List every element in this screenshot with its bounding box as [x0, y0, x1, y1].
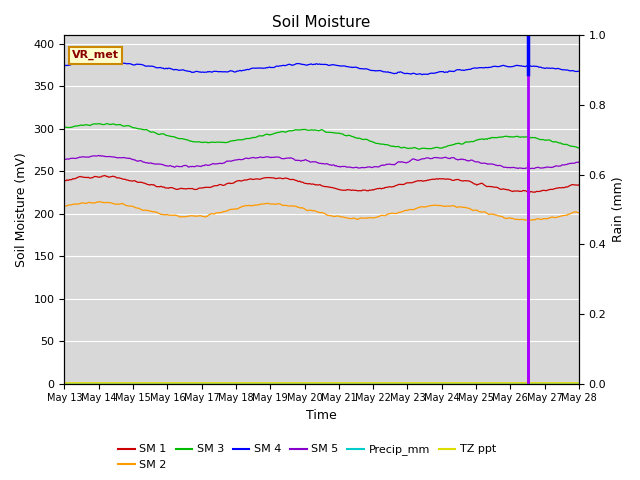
SM 1 — [575, 182, 583, 188]
Line: SM 1: SM 1 — [65, 176, 579, 192]
SM 2 — [405, 207, 413, 213]
SM 2 — [575, 210, 583, 216]
SM 1 — [530, 189, 538, 195]
TZ ppt — [448, 380, 456, 385]
SM 4 — [194, 69, 202, 74]
SM 3 — [575, 145, 583, 151]
Y-axis label: Rain (mm): Rain (mm) — [612, 177, 625, 242]
SM 5 — [194, 163, 202, 168]
TZ ppt — [575, 380, 583, 385]
SM 4 — [365, 67, 372, 72]
Precip_mm — [448, 381, 456, 386]
SM 2 — [96, 199, 104, 204]
Line: SM 4: SM 4 — [65, 62, 579, 74]
SM 3 — [194, 139, 202, 145]
SM 3 — [416, 146, 424, 152]
TZ ppt — [293, 380, 301, 385]
SM 1 — [405, 180, 413, 186]
SM 4 — [418, 72, 426, 77]
SM 4 — [92, 59, 100, 65]
SM 3 — [152, 131, 160, 136]
SM 3 — [405, 145, 413, 151]
SM 2 — [194, 213, 202, 219]
TZ ppt — [61, 380, 68, 385]
TZ ppt — [404, 380, 412, 385]
X-axis label: Time: Time — [307, 409, 337, 422]
SM 3 — [104, 121, 111, 127]
SM 4 — [450, 69, 458, 74]
Text: VR_met: VR_met — [72, 50, 119, 60]
SM 4 — [294, 60, 302, 66]
TZ ppt — [364, 380, 371, 385]
Y-axis label: Soil Moisture (mV): Soil Moisture (mV) — [15, 152, 28, 267]
SM 5 — [519, 166, 527, 171]
SM 5 — [95, 153, 102, 158]
SM 4 — [152, 65, 160, 71]
Legend: SM 1, SM 2, SM 3, SM 4, SM 5, Precip_mm, TZ ppt: SM 1, SM 2, SM 3, SM 4, SM 5, Precip_mm,… — [114, 440, 500, 474]
SM 3 — [61, 124, 68, 130]
SM 4 — [405, 71, 413, 76]
Precip_mm — [193, 381, 200, 386]
SM 1 — [61, 178, 68, 183]
Precip_mm — [152, 381, 159, 386]
SM 5 — [294, 157, 302, 163]
SM 4 — [575, 68, 583, 74]
SM 1 — [294, 179, 302, 184]
Precip_mm — [575, 381, 583, 386]
Line: SM 3: SM 3 — [65, 124, 579, 149]
SM 5 — [61, 156, 68, 162]
Precip_mm — [404, 381, 412, 386]
SM 2 — [152, 209, 160, 215]
Line: SM 2: SM 2 — [65, 202, 579, 220]
SM 4 — [61, 63, 68, 69]
SM 1 — [365, 188, 372, 193]
SM 2 — [294, 204, 302, 210]
SM 1 — [194, 186, 202, 192]
TZ ppt — [193, 380, 200, 385]
SM 2 — [524, 217, 532, 223]
SM 3 — [365, 137, 372, 143]
Title: Soil Moisture: Soil Moisture — [273, 15, 371, 30]
SM 2 — [365, 215, 372, 221]
SM 1 — [101, 173, 109, 179]
Precip_mm — [364, 381, 371, 386]
SM 2 — [61, 204, 68, 209]
Precip_mm — [61, 381, 68, 386]
SM 5 — [152, 161, 160, 167]
SM 1 — [449, 178, 456, 183]
SM 2 — [449, 203, 456, 208]
TZ ppt — [152, 380, 159, 385]
Line: SM 5: SM 5 — [65, 156, 579, 168]
SM 5 — [365, 164, 372, 170]
SM 3 — [294, 127, 302, 132]
SM 1 — [152, 184, 160, 190]
SM 3 — [450, 142, 458, 147]
SM 5 — [449, 155, 456, 161]
SM 5 — [575, 159, 583, 165]
Precip_mm — [293, 381, 301, 386]
SM 5 — [405, 159, 413, 165]
